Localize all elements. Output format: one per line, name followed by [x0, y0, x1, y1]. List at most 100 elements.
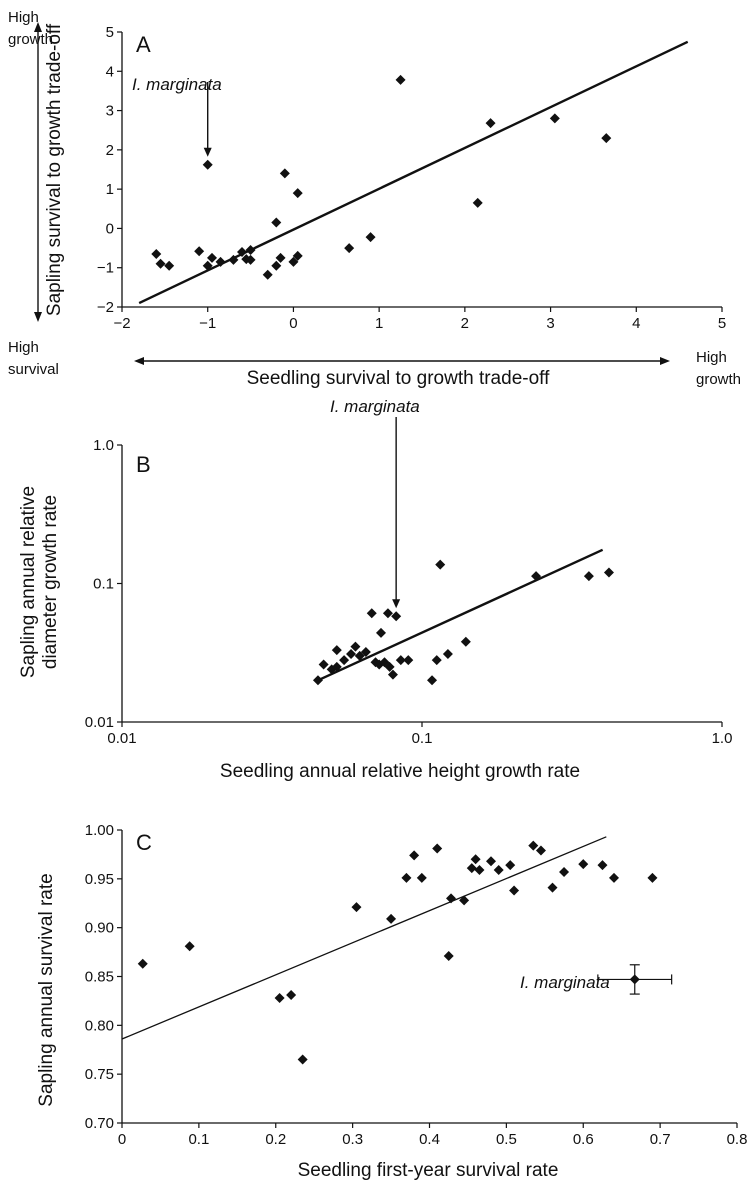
panel-b-plot: 0.01 0.1 1.0 0.01 0.1 1.0 [85, 417, 733, 747]
panel-c-y-tick-label: 1.00 [85, 822, 114, 839]
panel-c-x-tick-label: 0.5 [496, 1131, 517, 1148]
panel-b-data-point [583, 571, 594, 582]
panel-a-data-point [164, 260, 175, 271]
panel-a-y-axis-label: Sapling survival to growth trade-off [44, 23, 65, 316]
panel-a-corner-bottom-right-line1: High [696, 349, 727, 366]
panel-c: C Seedling first-year survival rate Sapl… [36, 822, 747, 1181]
panel-a-data-point [245, 254, 256, 265]
panel-b-y-tick-label: 1.0 [93, 437, 114, 454]
panel-b-data-point [318, 659, 329, 670]
panel-a-arrow-down-icon [34, 312, 42, 322]
panel-b-data-point [382, 608, 393, 619]
panel-b-x-tick-label: 1.0 [712, 730, 733, 747]
panel-a-y-tick-label: −1 [97, 260, 114, 277]
panel-b-y-axis-label-line1: Sapling annual relative [18, 486, 39, 678]
panel-a-data-point [237, 247, 247, 257]
panel-c-y-tick-label: 0.70 [85, 1115, 114, 1132]
panel-b-label: B [136, 452, 151, 477]
panel-b-y-tick-label: 0.01 [85, 714, 114, 731]
panel-c-data-point [401, 872, 412, 883]
panel-c-data-point [184, 941, 195, 952]
panel-c-plot: 0 0.1 0.2 0.3 0.4 0.5 0.6 0.7 0.8 0.70 0.75 0.80 0.8… [85, 822, 748, 1148]
panel-b-data-point [603, 567, 614, 578]
panel-a-data-point [245, 245, 256, 256]
panel-b-species-annotation: I. marginata [330, 397, 420, 416]
panel-a: A High growth High survival High growth … [8, 9, 741, 389]
panel-a-x-tick-label: 0 [289, 315, 297, 332]
panel-a-corner-bottom-left-line2: survival [8, 361, 59, 378]
panel-b-data-point [460, 636, 471, 647]
panel-b-data-point [346, 648, 357, 659]
panel-a-data-point [275, 252, 286, 263]
panel-c-data-point [647, 872, 658, 883]
panel-b-data-point [312, 675, 323, 686]
panel-a-data-point [207, 252, 217, 263]
panel-a-y-tick-label: −2 [97, 299, 114, 316]
panel-a-data-point [279, 168, 290, 179]
panel-a-y-tick-label: 2 [106, 142, 114, 159]
panel-c-data-point [446, 893, 457, 904]
panel-a-corner-bottom-left-line1: High [8, 339, 39, 356]
panel-a-x-tick-label: −1 [199, 315, 216, 332]
panel-c-y-tick-label: 0.90 [85, 920, 114, 937]
panel-c-data-point [351, 902, 362, 913]
panel-a-data-point [202, 260, 213, 271]
panel-c-y-tick-label: 0.75 [85, 1066, 114, 1083]
panel-c-data-point [609, 872, 619, 883]
panel-a-data-point [485, 118, 496, 129]
panel-c-x-tick-label: 0.6 [573, 1131, 594, 1148]
panel-b-data-point [435, 559, 446, 570]
panel-c-y-tick-label: 0.80 [85, 1017, 114, 1034]
panel-c-data-point [509, 885, 520, 896]
panel-a-corner-top-left-line2: growth [8, 31, 53, 48]
panel-b-data-point [360, 647, 371, 658]
panel-a-x-tick-label: −2 [113, 315, 130, 332]
panel-b-data-point [375, 627, 386, 638]
panel-a-arrow-right-icon [660, 357, 670, 365]
panel-c-data-point [416, 872, 427, 883]
panel-c-data-point [286, 990, 297, 1001]
panel-c-data-point [297, 1054, 308, 1065]
panel-b-data-point [331, 661, 342, 672]
panel-a-data-point [472, 197, 483, 208]
panel-a-corner-top-left-line1: High [8, 9, 39, 26]
panel-b-data-point [531, 571, 542, 582]
panel-b-y-axis-label-line2: diameter growth rate [40, 495, 61, 669]
panel-c-data-point [578, 859, 589, 870]
panel-b-data-point [331, 645, 342, 656]
panel-c-data-point [505, 860, 516, 871]
panel-c-x-tick-label: 0 [118, 1131, 126, 1148]
panel-c-data-point [535, 845, 546, 856]
panel-b: B Seedling annual relative height growth… [18, 397, 732, 782]
panel-c-data-point [597, 860, 608, 871]
panel-c-data-point [137, 958, 148, 969]
panel-a-data-point [365, 232, 376, 243]
panel-b-data-point [354, 650, 365, 661]
panel-a-data-point [155, 258, 166, 269]
panel-a-data-point [395, 74, 406, 85]
panel-a-data-point [202, 159, 213, 170]
panel-c-highlight-point [629, 974, 640, 985]
panel-a-data-point [601, 133, 612, 144]
panel-b-data-point [391, 611, 402, 622]
panel-c-x-tick-label: 0.4 [419, 1131, 440, 1148]
panel-b-x-tick-label: 0.1 [412, 730, 433, 747]
panel-a-data-point [262, 269, 273, 280]
panel-a-data-point [215, 256, 226, 267]
panel-c-y-tick-label: 0.85 [85, 969, 114, 986]
panel-a-y-tick-label: 3 [106, 103, 114, 120]
panel-b-data-point [431, 655, 442, 666]
panel-a-x-tick-label: 1 [375, 315, 383, 332]
panel-c-data-point [409, 850, 420, 861]
panel-c-data-point [386, 913, 397, 924]
panel-b-fit-line [317, 548, 604, 682]
panel-c-data-point [547, 882, 558, 893]
panel-a-data-point [344, 243, 355, 254]
panel-a-label: A [136, 32, 151, 57]
panel-a-data-point [271, 217, 282, 228]
panel-c-data-point [443, 950, 454, 961]
panel-b-data-point [384, 661, 395, 672]
panel-c-data-point [459, 895, 470, 906]
panel-b-y-tick-label: 0.1 [93, 576, 114, 593]
